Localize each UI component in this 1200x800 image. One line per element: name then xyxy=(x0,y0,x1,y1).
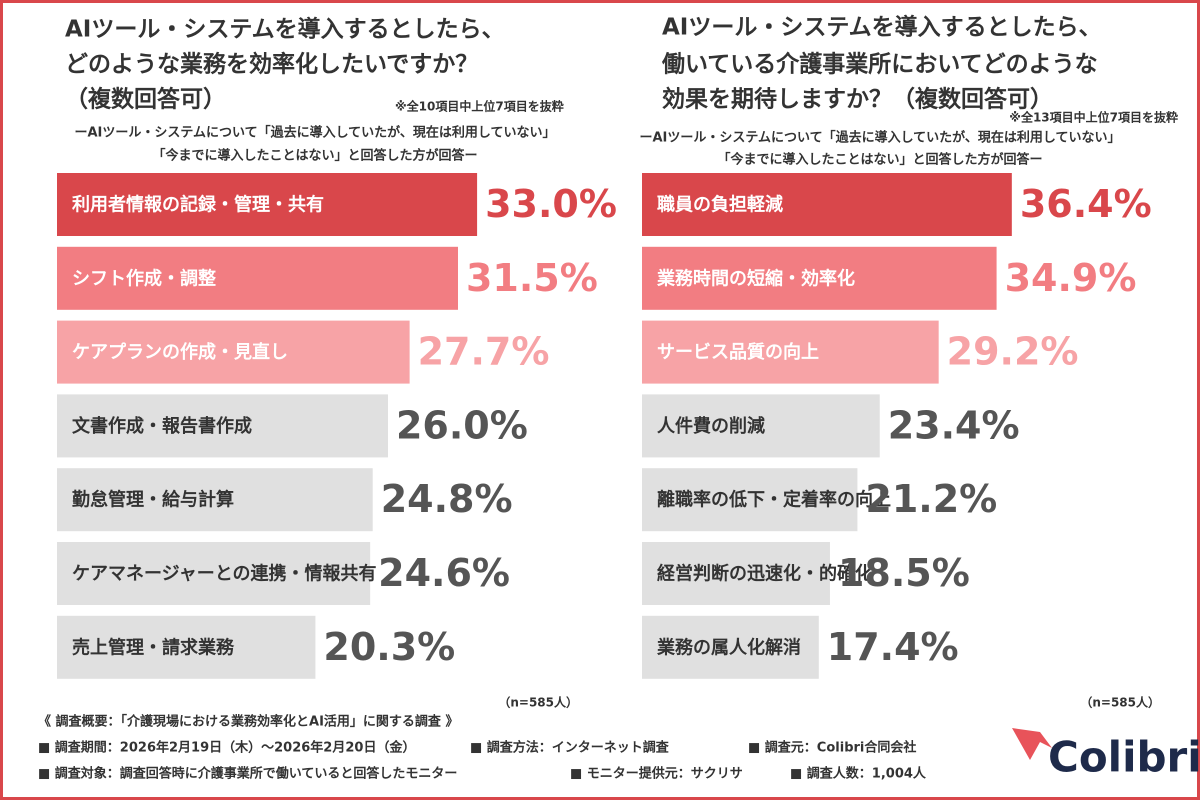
category-label: 利用者情報の記録・管理・共有 xyxy=(72,194,324,216)
footer-item: ■ 調査期間：2026年2月19日（木）～2026年2月20日（金） xyxy=(38,740,415,756)
value-label: 20.3% xyxy=(323,625,455,669)
bar xyxy=(57,468,373,532)
bar xyxy=(57,246,458,310)
chart-subtitle: 「今までに導入したことはない」と回答した方が回答ー xyxy=(152,148,477,164)
value-label: 24.8% xyxy=(381,477,513,521)
chart-title: 効果を期待しますか？（複数回答可） xyxy=(662,86,1053,113)
bar xyxy=(642,394,880,458)
footer-item: ■ 調査方法：インターネット調査 xyxy=(470,740,670,756)
value-label: 26.0% xyxy=(396,403,528,447)
category-label: 勤怠管理・給与計算 xyxy=(72,489,234,511)
category-label: 業務時間の短縮・効率化 xyxy=(656,267,855,289)
chart-title: AIツール・システムを導入するとしたら、 xyxy=(65,16,505,43)
value-label: 34.9% xyxy=(1005,256,1137,300)
bar xyxy=(57,615,316,679)
category-label: 離職率の低下・定着率の向上 xyxy=(657,489,891,511)
category-label: サービス品質の向上 xyxy=(657,341,819,363)
bar xyxy=(57,173,478,236)
value-label: 29.2% xyxy=(947,330,1079,374)
logo-mark xyxy=(1012,728,1052,760)
bar xyxy=(642,468,858,532)
chart-title: （複数回答可） xyxy=(65,86,226,113)
category-label: ケアマネージャーとの連携・情報共有 xyxy=(72,563,377,585)
chart-title: どのような業務を効率化したいですか？ xyxy=(65,51,478,78)
chart-subtitle: ーAIツール・システムについて「過去に導入していたが、現在は利用していない」 xyxy=(74,125,555,141)
category-label: ケアプランの作成・見直し xyxy=(72,341,288,363)
bar xyxy=(642,615,819,679)
bar xyxy=(57,320,410,384)
category-label: 経営判断の迅速化・的確化 xyxy=(657,563,873,585)
chart-title: 働いている介護事業所においてどのような xyxy=(661,51,1098,78)
bar xyxy=(57,394,388,458)
value-label: 36.4% xyxy=(1020,182,1152,226)
sample-size: （n=585人） xyxy=(1080,695,1160,710)
footer-item: ■ 調査対象：調査回答時に介護事業所で働いていると回答したモニター xyxy=(38,766,457,782)
footer-item: ■ 調査元：Colibri合同会社 xyxy=(748,740,916,756)
bar xyxy=(642,246,997,310)
footer-item: ■ 調査人数：1,004人 xyxy=(790,766,927,782)
value-label: 23.4% xyxy=(888,403,1020,447)
chart-note: ※全10項目中上位7項目を抜粋 xyxy=(395,99,564,114)
value-label: 31.5% xyxy=(466,256,598,300)
category-label: 売上管理・請求業務 xyxy=(72,636,235,658)
value-label: 17.4% xyxy=(827,625,959,669)
bar xyxy=(642,320,939,384)
chart-title: AIツール・システムを導入するとしたら、 xyxy=(662,14,1102,41)
category-label: 文書作成・報告書作成 xyxy=(72,415,252,437)
category-label: 業務の属人化解消 xyxy=(656,636,801,658)
value-label: 33.0% xyxy=(485,182,617,226)
chart-subtitle: 「今までに導入したことはない」と回答した方が回答ー xyxy=(717,152,1042,168)
category-label: 人件費の削減 xyxy=(657,415,765,437)
chart-subtitle: ーAIツール・システムについて「過去に導入していたが、現在は利用していない」 xyxy=(639,130,1120,146)
value-label: 24.6% xyxy=(378,551,510,595)
bar xyxy=(642,173,1012,236)
chart-note: ※全13項目中上位7項目を抜粋 xyxy=(1009,110,1178,125)
category-label: シフト作成・調整 xyxy=(72,267,216,289)
value-label: 21.2% xyxy=(865,477,997,521)
sample-size: （n=585人） xyxy=(498,695,578,710)
category-label: 職員の負担軽減 xyxy=(657,194,783,216)
value-label: 18.5% xyxy=(838,551,970,595)
footer-item: ■ モニター提供元：サクリサ xyxy=(570,766,743,782)
logo-text: Colibri xyxy=(1048,733,1200,782)
value-label: 27.7% xyxy=(418,330,550,374)
bar xyxy=(57,542,371,605)
bar xyxy=(642,542,830,605)
footer-heading: 《 調査概要：「介護現場における業務効率化とAI活用」に関する調査 》 xyxy=(38,714,458,730)
